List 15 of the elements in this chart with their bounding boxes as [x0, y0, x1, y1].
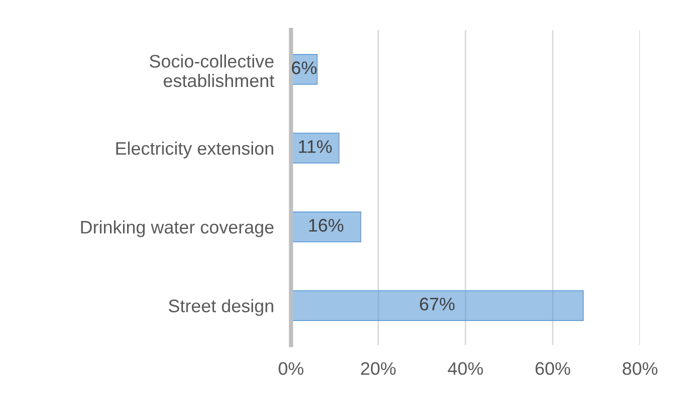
x-tick-label: 40% [448, 362, 483, 375]
data-label: 67% [420, 298, 455, 310]
y-tick-label: Drinking water coverage [81, 220, 274, 238]
y-tick-label: Street design [168, 299, 274, 316]
x-tick-label: 0% [278, 362, 304, 375]
bar [291, 211, 362, 242]
data-label: 6% [292, 61, 316, 74]
x-tick-label: 20% [361, 362, 396, 375]
y-tick-label: Socio-collective establishment [150, 54, 274, 88]
data-label: 11% [298, 140, 332, 153]
data-label: 16% [309, 218, 344, 232]
y-tick-label: Electricity extension [116, 142, 274, 158]
x-tick-label: 80% [622, 362, 658, 375]
bar [291, 290, 584, 322]
x-tick-label: 60% [536, 362, 570, 375]
